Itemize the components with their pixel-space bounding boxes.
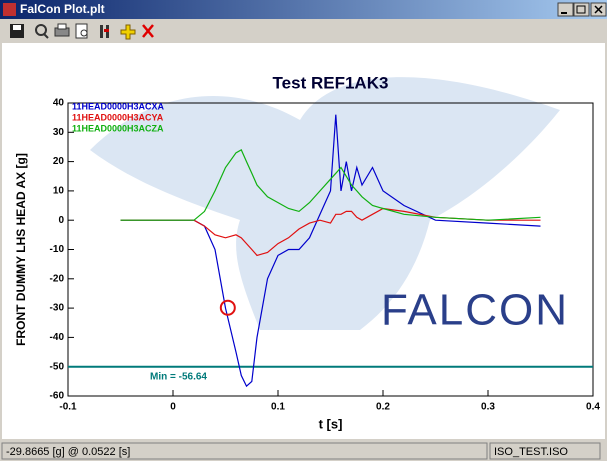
- x-tick-label: -0.1: [59, 402, 77, 413]
- maximize-button[interactable]: [574, 3, 589, 16]
- minimize-button[interactable]: [558, 3, 573, 16]
- app-svg: FalCon Plot.plt Test REF1AK3 FALCON -60 -50…: [0, 0, 607, 461]
- status-left: -29.8665 [g] @ 0.0522 [s]: [6, 446, 130, 458]
- y-axis-label: FRONT DUMMY LHS HEAD AX [g]: [14, 153, 28, 346]
- x-axis-label: t [s]: [319, 416, 343, 431]
- x-tick-label: 0.1: [271, 402, 285, 413]
- y-tick-label: 30: [53, 127, 65, 138]
- y-tick-label: 20: [53, 156, 65, 167]
- legend-entry: 11HEAD0000H3ACXA: [72, 101, 165, 111]
- close-button[interactable]: [591, 3, 606, 16]
- y-tick-label: -30: [50, 303, 65, 314]
- x-tick-label: 0: [170, 402, 176, 413]
- y-tick-label: -10: [50, 244, 65, 255]
- legend-entry: 11HEAD0000H3ACZA: [72, 123, 164, 133]
- app-icon: [3, 3, 16, 16]
- status-right: ISO_TEST.ISO: [494, 446, 568, 458]
- preview-button[interactable]: [76, 24, 87, 38]
- legend-entry: 11HEAD0000H3ACYA: [72, 112, 164, 122]
- y-tick-label: 10: [53, 186, 65, 197]
- y-tick-label: 0: [58, 215, 64, 226]
- y-tick-label: -60: [50, 391, 65, 402]
- y-tick-label: -50: [50, 361, 65, 372]
- x-tick-label: 0.4: [586, 402, 600, 413]
- window: FalCon Plot.plt Test REF1AK3 FALCON -60 -50…: [0, 0, 607, 461]
- y-tick-label: -40: [50, 332, 65, 343]
- toolbar: [0, 19, 607, 42]
- x-tick-label: 0.2: [376, 402, 390, 413]
- y-tick-label: -20: [50, 273, 65, 284]
- chart-title: Test REF1AK3: [273, 73, 389, 92]
- save-button[interactable]: [10, 24, 24, 38]
- window-title: FalCon Plot.plt: [20, 2, 105, 16]
- x-tick-label: 0.3: [481, 402, 495, 413]
- y-tick-label: 40: [53, 98, 65, 109]
- logo: FALCON: [381, 286, 569, 335]
- min-label: Min = -56.64: [150, 371, 207, 382]
